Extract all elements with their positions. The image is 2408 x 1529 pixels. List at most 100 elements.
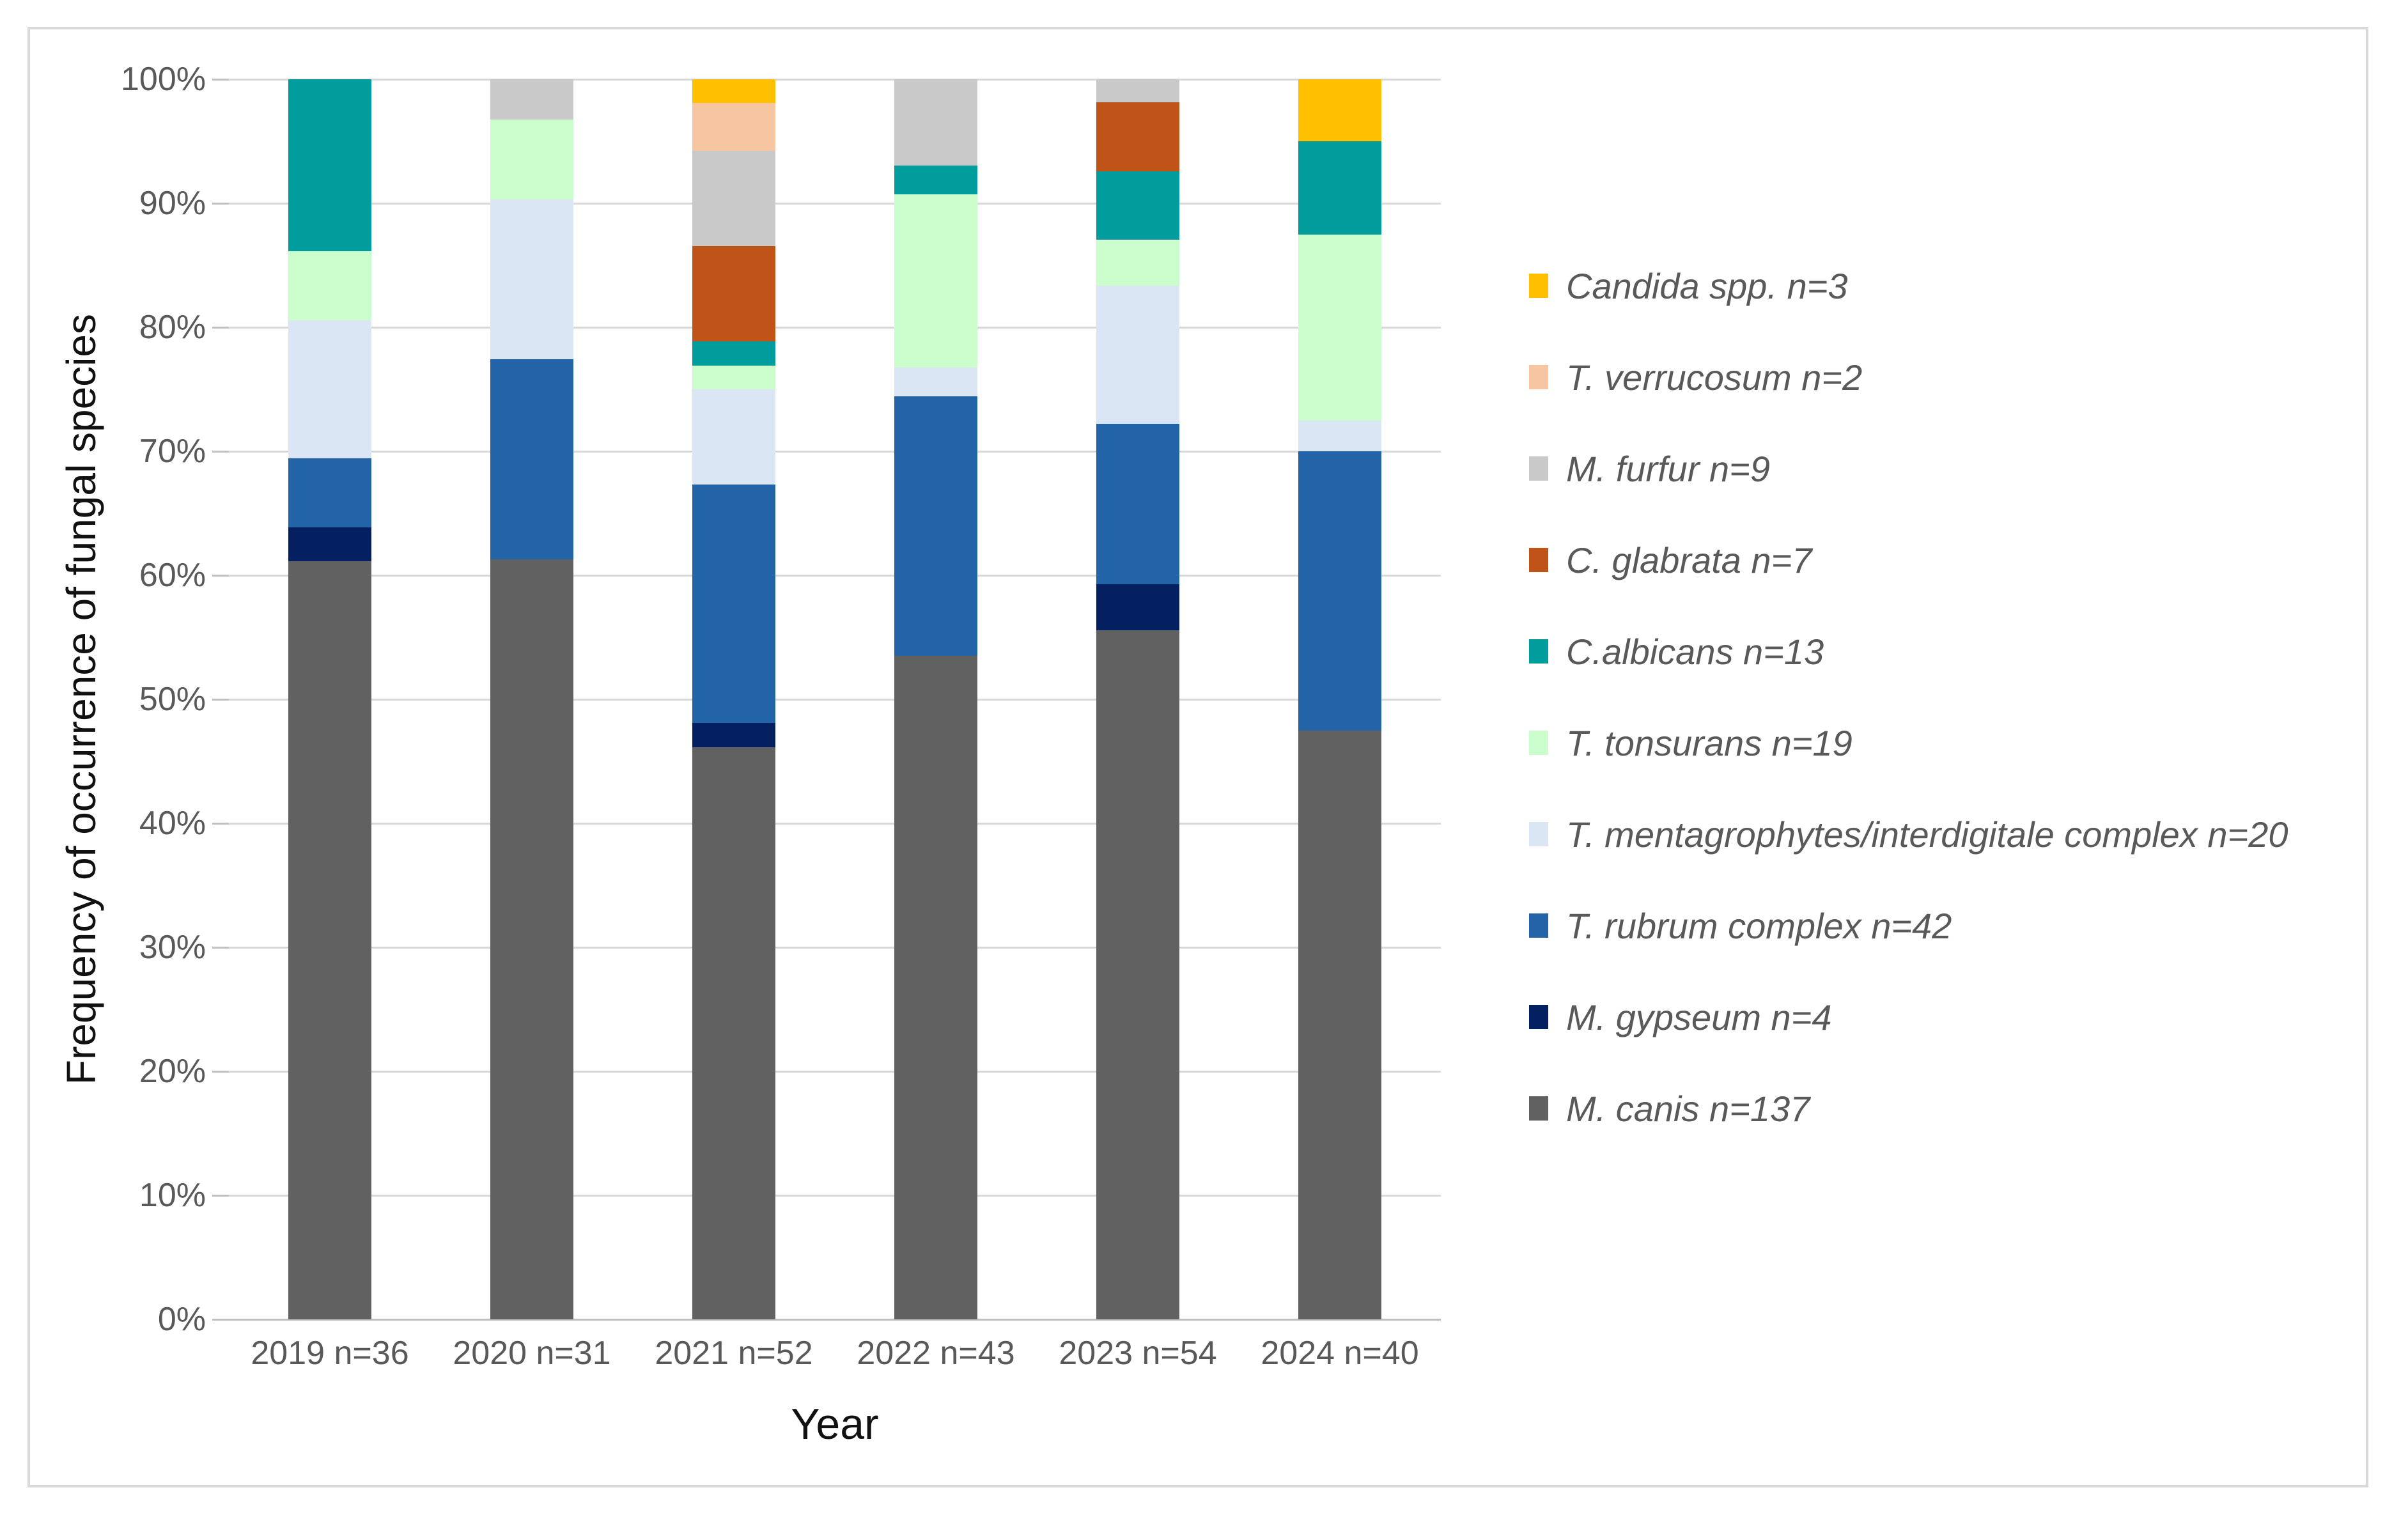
bar-segment: [288, 561, 371, 1319]
gridline: [229, 946, 1441, 949]
x-axis-tick-label: 2024 n=40: [1261, 1335, 1419, 1372]
y-tick-mark: [212, 1318, 229, 1321]
legend-item: T. verrucosum n=2: [1529, 348, 1862, 406]
legend-label: C. glabrata n=7: [1566, 539, 1812, 580]
bar-segment: [1298, 79, 1381, 141]
bar-segment: [692, 103, 775, 151]
bar-segment: [692, 723, 775, 747]
bar-column: [894, 79, 977, 1319]
y-tick-mark: [212, 698, 229, 701]
bar-segment: [692, 485, 775, 724]
legend-item: T. rubrum complex n=42: [1529, 897, 1952, 954]
bar-segment: [894, 396, 977, 656]
y-axis-title: Frequency of occurrence of fungal specie…: [58, 314, 104, 1085]
gridline: [229, 698, 1441, 701]
bar-segment: [288, 79, 371, 252]
bar-column: [490, 79, 573, 1319]
bar-segment: [288, 251, 371, 321]
bar-column: [288, 79, 371, 1319]
legend-item: T. tonsurans n=19: [1529, 714, 1853, 772]
y-tick-mark: [212, 946, 229, 949]
bar-segment: [692, 150, 775, 247]
bar-segment: [1096, 584, 1179, 631]
y-tick-mark: [212, 822, 229, 825]
y-axis-tick-label: 20%: [139, 1053, 206, 1090]
bar-segment: [1096, 79, 1179, 102]
legend-item: M. furfur n=9: [1529, 440, 1770, 497]
y-axis-tick-label: 30%: [139, 929, 206, 966]
legend-item: C.albicans n=13: [1529, 623, 1824, 680]
bar-column: [692, 79, 775, 1319]
legend-label: M. canis n=137: [1566, 1088, 1810, 1129]
bar-segment: [1096, 286, 1179, 424]
legend-swatch: [1529, 1005, 1548, 1029]
legend-label: C.albicans n=13: [1566, 631, 1824, 672]
legend-item: M. gypseum n=4: [1529, 988, 1832, 1046]
x-axis-line: [229, 1318, 1441, 1321]
bar-segment: [490, 199, 573, 360]
legend-item: C. glabrata n=7: [1529, 531, 1812, 589]
bar-segment: [894, 194, 977, 368]
x-axis-tick-label: 2022 n=43: [857, 1335, 1015, 1372]
y-tick-mark: [212, 1070, 229, 1073]
gridline: [229, 450, 1441, 453]
x-axis-tick-label: 2020 n=31: [453, 1335, 611, 1372]
bar-segment: [692, 341, 775, 366]
y-axis-tick-label: 100%: [121, 61, 206, 98]
legend-label: T. mentagrophytes/interdigitale complex …: [1566, 814, 2288, 855]
x-axis-tick-label: 2019 n=36: [251, 1335, 409, 1372]
bar-column: [1096, 79, 1179, 1319]
legend-label: Candida spp. n=3: [1566, 265, 1848, 306]
gridline: [229, 822, 1441, 825]
bar-segment: [692, 79, 775, 104]
gridline: [229, 78, 1441, 81]
bar-segment: [490, 559, 573, 1319]
gridline: [229, 1070, 1441, 1073]
legend-swatch: [1529, 639, 1548, 664]
bar-segment: [692, 365, 775, 389]
plot-area: [212, 78, 1441, 1321]
y-tick-mark: [212, 78, 229, 81]
legend-swatch: [1529, 456, 1548, 481]
bar-segment: [1298, 420, 1381, 451]
gridline: [229, 326, 1441, 329]
gridline: [229, 1194, 1441, 1197]
x-axis-tick-label: 2023 n=54: [1059, 1335, 1217, 1372]
bar-segment: [894, 656, 977, 1319]
y-axis-tick-label: 50%: [139, 681, 206, 718]
y-axis-tick-label: 10%: [139, 1177, 206, 1214]
legend-label: T. verrucosum n=2: [1566, 357, 1863, 398]
y-axis-tick-label: 90%: [139, 185, 206, 222]
bar-segment: [490, 119, 573, 199]
bar-segment: [1096, 630, 1179, 1319]
legend-swatch: [1529, 913, 1548, 938]
bar-segment: [288, 458, 371, 527]
legend-label: T. tonsurans n=19: [1566, 722, 1853, 763]
y-tick-mark: [212, 574, 229, 577]
bar-segment: [1298, 141, 1381, 235]
y-axis-tick-label: 40%: [139, 805, 206, 842]
bar-segment: [1096, 240, 1179, 286]
y-axis-tick-label: 0%: [157, 1301, 206, 1338]
legend-swatch: [1529, 548, 1548, 572]
bar-segment: [288, 320, 371, 458]
legend-item: M. canis n=137: [1529, 1080, 1810, 1137]
y-tick-mark: [212, 202, 229, 205]
legend-swatch: [1529, 731, 1548, 755]
bar-segment: [1298, 451, 1381, 731]
legend-item: T. mentagrophytes/interdigitale complex …: [1529, 805, 2288, 863]
legend-label: M. furfur n=9: [1566, 448, 1771, 489]
bar-segment: [1298, 730, 1381, 1319]
legend-swatch: [1529, 1096, 1548, 1121]
legend-swatch: [1529, 274, 1548, 298]
y-axis-tick-label: 80%: [139, 309, 206, 346]
bar-segment: [1298, 234, 1381, 421]
bar-segment: [1096, 171, 1179, 240]
bar-segment: [288, 527, 371, 562]
bar-column: [1298, 79, 1381, 1319]
bar-segment: [1096, 102, 1179, 171]
legend-swatch: [1529, 822, 1548, 846]
bar-segment: [894, 166, 977, 195]
bar-segment: [1096, 423, 1179, 585]
